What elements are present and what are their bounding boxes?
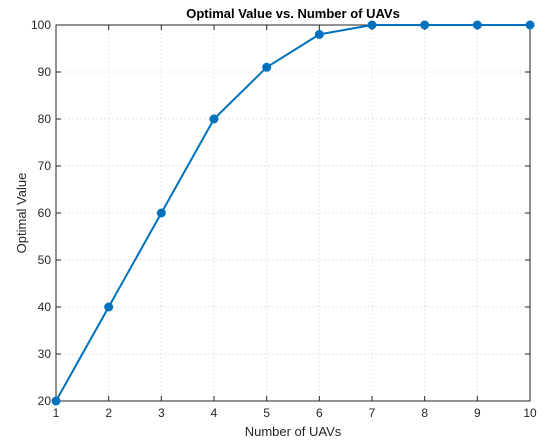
- y-tick-label: 40: [38, 300, 52, 314]
- data-point: [420, 20, 430, 30]
- data-point: [51, 396, 61, 406]
- series-line: [55, 24, 530, 402]
- y-tick-label: 70: [38, 159, 52, 173]
- y-tick-label: 30: [38, 347, 52, 361]
- x-tick-label: 9: [474, 406, 481, 420]
- x-tick-label: 1: [53, 406, 60, 420]
- y-axis-title: Optimal Value: [14, 173, 29, 254]
- data-point: [156, 208, 166, 218]
- data-point: [525, 20, 535, 30]
- x-tick-label: 10: [523, 406, 537, 420]
- y-tick-label: 60: [38, 206, 52, 220]
- x-tick-label: 2: [105, 406, 112, 420]
- data-point: [262, 62, 272, 72]
- x-tick-label: 6: [316, 406, 323, 420]
- x-tick-labels: 1 2 3 4 5 6 7 8 9 10: [53, 406, 537, 420]
- chart-title: Optimal Value vs. Number of UAVs: [186, 6, 400, 21]
- x-axis-title: Number of UAVs: [245, 424, 342, 439]
- x-tick-label: 5: [263, 406, 270, 420]
- y-tick-label: 100: [31, 18, 51, 32]
- y-tick-label: 90: [38, 65, 52, 79]
- x-tick-label: 7: [369, 406, 376, 420]
- x-tick-label: 3: [158, 406, 165, 420]
- data-point: [209, 114, 219, 124]
- data-point: [367, 20, 377, 30]
- y-tick-labels: 20 30 40 50 60 70 80 90 100: [31, 18, 51, 408]
- x-tick-label: 8: [421, 406, 428, 420]
- y-tick-label: 20: [38, 394, 52, 408]
- series-markers: [51, 20, 535, 406]
- data-point: [314, 29, 324, 39]
- x-tick-label: 4: [211, 406, 218, 420]
- data-point: [104, 302, 114, 312]
- data-point: [472, 20, 482, 30]
- y-tick-label: 80: [38, 112, 52, 126]
- grid: [55, 24, 531, 402]
- y-tick-label: 50: [38, 253, 52, 267]
